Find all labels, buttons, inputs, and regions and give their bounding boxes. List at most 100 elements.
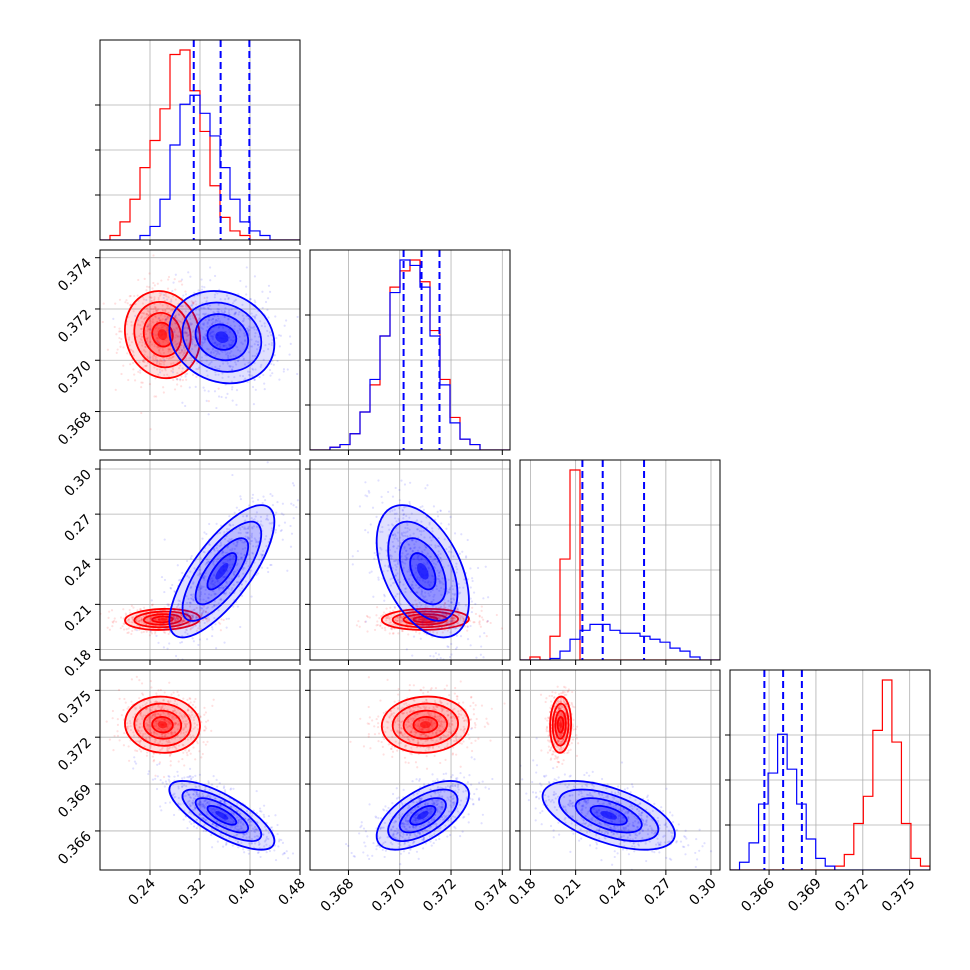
sample-point bbox=[206, 321, 209, 324]
sample-point bbox=[147, 770, 150, 773]
sample-point bbox=[149, 728, 152, 731]
sample-point bbox=[422, 529, 425, 533]
sample-point bbox=[194, 345, 197, 348]
sample-point bbox=[227, 309, 231, 312]
sample-point bbox=[161, 369, 164, 372]
sample-point bbox=[379, 530, 382, 533]
sample-point bbox=[229, 344, 232, 347]
sample-point bbox=[211, 334, 214, 338]
sample-point bbox=[227, 328, 231, 331]
sample-point bbox=[118, 330, 121, 333]
sample-point bbox=[164, 309, 167, 312]
sample-point bbox=[448, 655, 452, 659]
sample-point bbox=[211, 628, 214, 631]
sample-point bbox=[227, 336, 231, 339]
sample-point bbox=[429, 654, 432, 658]
sample-point bbox=[424, 487, 427, 490]
sample-point bbox=[230, 588, 233, 592]
sample-point bbox=[211, 318, 215, 321]
sample-point bbox=[202, 609, 205, 612]
sample-point bbox=[167, 720, 171, 724]
sample-point bbox=[242, 568, 245, 571]
sample-point bbox=[214, 592, 218, 596]
sample-point bbox=[195, 375, 198, 378]
sample-point bbox=[408, 516, 411, 519]
sample-point bbox=[178, 313, 181, 317]
sample-point bbox=[241, 541, 244, 544]
sample-point bbox=[187, 271, 190, 274]
sample-point bbox=[182, 697, 185, 700]
sample-point bbox=[157, 296, 160, 299]
sample-point bbox=[428, 583, 431, 586]
sample-point bbox=[394, 550, 397, 553]
sample-point bbox=[366, 495, 369, 498]
sample-point bbox=[398, 619, 401, 622]
sample-point bbox=[163, 735, 166, 738]
sample-point bbox=[123, 697, 126, 701]
sample-point bbox=[408, 570, 411, 573]
sample-point bbox=[368, 571, 371, 574]
sample-point bbox=[213, 573, 216, 576]
sample-point bbox=[180, 283, 184, 286]
sample-point bbox=[406, 619, 409, 622]
sample-point bbox=[135, 629, 139, 632]
sample-point bbox=[183, 332, 186, 335]
contour-line-blue bbox=[387, 520, 459, 622]
sample-point bbox=[424, 606, 427, 609]
sample-point bbox=[188, 327, 191, 330]
sample-point bbox=[196, 615, 199, 619]
sample-point bbox=[437, 571, 440, 575]
histogram-blue-3 bbox=[730, 733, 930, 870]
sample-point bbox=[194, 309, 197, 312]
sample-point bbox=[156, 742, 160, 745]
sample-point bbox=[275, 336, 278, 340]
sample-point bbox=[131, 332, 134, 335]
sample-point bbox=[230, 380, 233, 383]
sample-point bbox=[132, 606, 135, 609]
sample-point bbox=[226, 546, 229, 549]
sample-point bbox=[236, 581, 239, 584]
sample-point bbox=[214, 623, 217, 626]
sample-point bbox=[130, 678, 133, 681]
sample-point bbox=[261, 524, 264, 527]
sample-point bbox=[450, 653, 453, 656]
sample-point bbox=[240, 556, 244, 559]
sample-point bbox=[253, 315, 257, 319]
sample-point bbox=[235, 403, 238, 406]
sample-point bbox=[240, 557, 243, 560]
sample-point bbox=[414, 571, 417, 574]
sample-point bbox=[189, 593, 193, 597]
sample-point bbox=[163, 590, 166, 594]
sample-point bbox=[153, 297, 156, 301]
sample-point bbox=[487, 596, 490, 599]
sample-point bbox=[154, 333, 157, 337]
sample-point bbox=[475, 656, 478, 659]
sample-point bbox=[423, 544, 427, 547]
sample-point bbox=[381, 501, 384, 504]
sample-point bbox=[232, 605, 235, 608]
sample-point bbox=[168, 722, 172, 725]
sample-point bbox=[182, 619, 185, 622]
sample-point bbox=[141, 320, 144, 323]
sample-point bbox=[175, 711, 178, 714]
sample-point bbox=[140, 316, 143, 320]
sample-point bbox=[411, 549, 414, 552]
sample-point bbox=[178, 364, 182, 367]
sample-point bbox=[130, 341, 134, 344]
sample-point bbox=[201, 537, 204, 540]
sample-point bbox=[459, 615, 463, 618]
sample-point bbox=[144, 722, 147, 726]
sample-point bbox=[210, 322, 213, 326]
sample-point bbox=[180, 348, 183, 352]
contour-line-red bbox=[142, 613, 183, 626]
sample-point bbox=[392, 632, 395, 635]
sample-point bbox=[154, 700, 158, 703]
sample-point bbox=[185, 326, 188, 329]
sample-point bbox=[254, 515, 257, 518]
sample-point bbox=[211, 577, 214, 580]
sample-point bbox=[136, 718, 139, 721]
sample-point bbox=[124, 612, 127, 615]
sample-point bbox=[365, 614, 369, 618]
sample-point bbox=[143, 364, 147, 368]
sample-point bbox=[139, 619, 142, 622]
